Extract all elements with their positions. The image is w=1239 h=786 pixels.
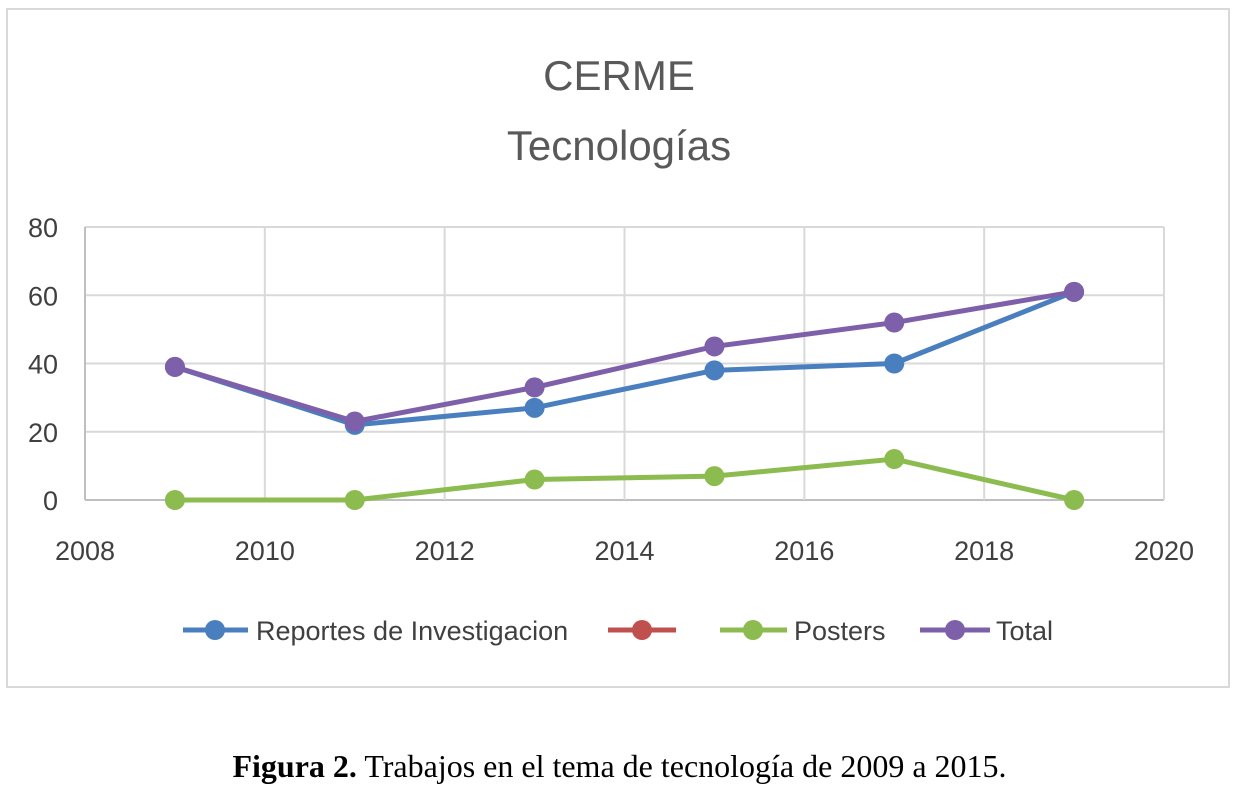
data-point — [704, 336, 725, 357]
legend-swatch-marker — [945, 620, 965, 640]
data-point — [884, 353, 905, 374]
y-tick-label: 80 — [28, 213, 58, 243]
caption-text: Trabajos en el tema de tecnología de 200… — [356, 748, 1007, 784]
legend-label: Reportes de Investigacion — [256, 616, 568, 646]
legend-label: Total — [996, 616, 1053, 646]
series-line — [174, 289, 1076, 428]
x-tick-label: 2012 — [415, 536, 475, 566]
x-tick-label: 2016 — [774, 536, 834, 566]
legend-label: Posters — [794, 616, 886, 646]
data-point — [1064, 281, 1085, 302]
series-line — [174, 289, 1075, 425]
chart-title-line: CERME — [543, 52, 695, 99]
legend-swatch-marker — [205, 620, 225, 640]
data-point — [524, 397, 545, 418]
x-tick-label: 2010 — [235, 536, 295, 566]
data-point — [524, 469, 545, 490]
chart-frame — [6, 8, 1230, 688]
data-point — [164, 490, 185, 510]
x-tick-label: 2018 — [954, 536, 1014, 566]
data-point — [344, 411, 365, 432]
series-line — [174, 456, 1075, 503]
data-point — [884, 449, 905, 470]
figure-caption: Figura 2. Trabajos en el tema de tecnolo… — [0, 748, 1239, 785]
y-tick-label: 40 — [28, 350, 58, 380]
data-point — [1064, 490, 1085, 510]
legend-swatch-marker — [632, 620, 652, 640]
data-point — [524, 377, 545, 398]
x-tick-label: 2020 — [1134, 536, 1194, 566]
data-point — [704, 360, 725, 381]
data-point — [704, 466, 725, 487]
x-tick-label: 2014 — [594, 536, 654, 566]
data-point — [164, 356, 185, 377]
data-point — [344, 490, 365, 510]
chart-title-line: Tecnologías — [507, 122, 731, 169]
y-tick-label: 20 — [28, 418, 58, 448]
x-tick-label: 2008 — [55, 536, 115, 566]
data-point — [884, 312, 905, 333]
caption-label: Figura 2. — [232, 748, 357, 784]
legend-swatch-marker — [743, 620, 763, 640]
y-tick-label: 0 — [43, 486, 58, 516]
line-chart: CERME Tecnologías 0 20 40 60 80 2008 2010 2012 201… — [28, 52, 1194, 646]
y-tick-label: 60 — [28, 281, 58, 311]
